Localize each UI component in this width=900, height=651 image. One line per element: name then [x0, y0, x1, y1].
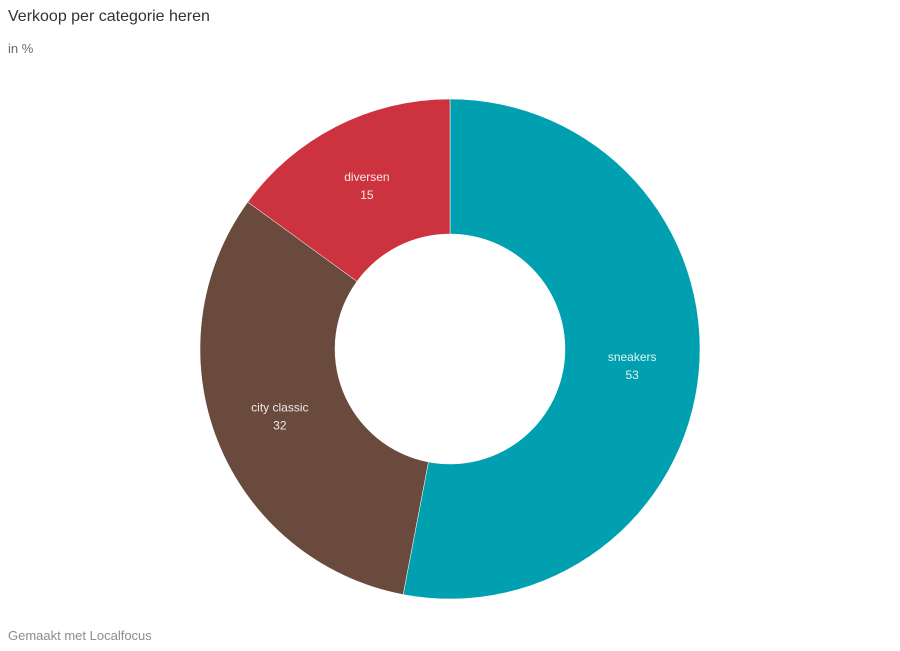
slice-value-diversen: 15: [360, 188, 374, 202]
slice-sneakers[interactable]: [402, 98, 701, 600]
donut-labels: sneakers 53 city classic 32 diversen 15: [251, 170, 656, 432]
slice-value-sneakers: 53: [626, 368, 640, 382]
chart-title: Verkoop per categorie heren: [8, 8, 210, 25]
footer-credit: Gemaakt met Localfocus: [8, 628, 152, 643]
slice-label-sneakers: sneakers: [608, 350, 657, 364]
donut-slices: [199, 98, 701, 600]
chart-subtitle: in %: [8, 41, 34, 56]
slice-value-city-classic: 32: [273, 418, 287, 432]
slice-city-classic[interactable]: [199, 201, 429, 595]
slice-diversen[interactable]: [247, 98, 451, 282]
slice-label-diversen: diversen: [344, 170, 389, 184]
slice-label-city-classic: city classic: [251, 400, 308, 414]
